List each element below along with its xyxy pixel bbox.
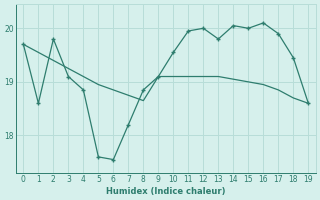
X-axis label: Humidex (Indice chaleur): Humidex (Indice chaleur) [106,187,226,196]
